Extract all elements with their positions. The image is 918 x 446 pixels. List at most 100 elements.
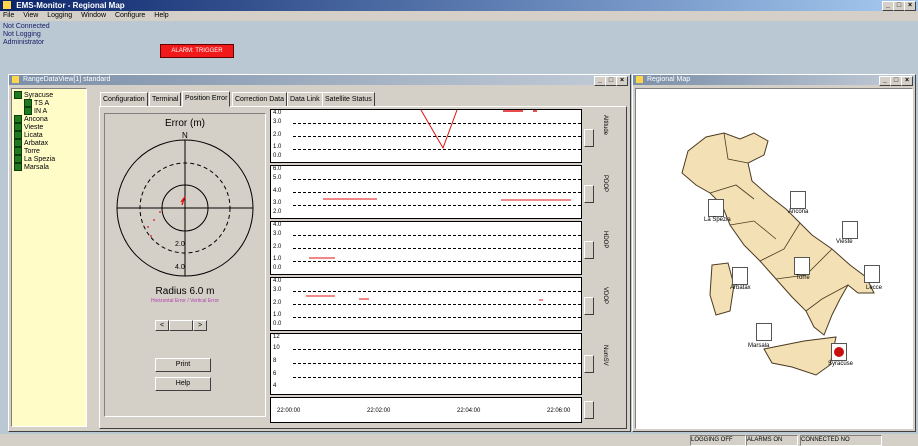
status-alarms: ALARMS ON	[746, 435, 798, 446]
altitude-scale-button[interactable]	[584, 129, 594, 147]
hdop-scale-button[interactable]	[584, 241, 594, 259]
map-close-button[interactable]: ×	[901, 76, 913, 86]
gridline	[293, 291, 581, 292]
tab-configuration[interactable]: Configuration	[100, 92, 148, 107]
italy-mainland	[681, 132, 875, 336]
gridline	[293, 136, 581, 137]
station-icon-marsala[interactable]	[756, 323, 772, 341]
polar-prev-button[interactable]: <	[155, 320, 169, 331]
status-connected: CONNECTED NO	[800, 435, 882, 446]
station-icon-lecce[interactable]	[864, 265, 880, 283]
city-label-ancona: Ancona	[788, 209, 809, 215]
numsv-side-label: NumSV	[602, 345, 608, 366]
tick-label: 3.0	[273, 231, 282, 237]
tick-label: 3.0	[273, 287, 282, 293]
menu-bar: File View Logging Window Configure Help	[0, 11, 918, 21]
connection-status: Not Connected Not Logging Administrator	[3, 23, 50, 47]
vdop-scale-button[interactable]	[584, 297, 594, 315]
user-role: Administrator	[3, 39, 45, 46]
menu-help[interactable]: Help	[154, 12, 169, 19]
tree-node-site[interactable]: Arbatax	[14, 139, 86, 147]
gridline	[293, 377, 581, 378]
station-icon	[14, 163, 22, 171]
station-icon-syracuse-alarm[interactable]	[831, 343, 847, 361]
numsv-scale-button[interactable]	[584, 355, 594, 373]
logging-state: Not Logging	[3, 31, 41, 38]
tab-terminal[interactable]: Terminal	[149, 92, 182, 107]
tree-node-child[interactable]: TS A	[14, 99, 86, 107]
map-title: Regional Map	[646, 76, 691, 83]
polar-radius-text: Radius 6.0 m	[155, 286, 215, 297]
station-icon-torre[interactable]	[794, 257, 810, 275]
tick-label: 5.0	[273, 175, 282, 181]
tree-node-site[interactable]: Licata	[14, 131, 86, 139]
print-button[interactable]: Print	[155, 358, 211, 372]
tree-label: Ancona	[24, 115, 48, 123]
tick-label: 4.0	[273, 278, 282, 284]
tree-node-site[interactable]: La Spezia	[14, 155, 86, 163]
tab-correction-data[interactable]: Correction Data	[232, 92, 288, 107]
rdv-close-button[interactable]: ×	[616, 76, 628, 86]
rdv-window-icon	[12, 76, 19, 83]
station-icon	[14, 123, 22, 131]
menu-file[interactable]: File	[3, 12, 15, 19]
map-titlebar: Regional Map _ □ ×	[633, 75, 915, 86]
tab-data-link[interactable]: Data Link	[287, 92, 323, 107]
polar-ring-label: 2.0	[175, 241, 185, 248]
tick-label: 10	[273, 345, 280, 351]
altitude-trace	[420, 110, 537, 150]
station-icon-ancona[interactable]	[790, 191, 806, 209]
help-button[interactable]: Help	[155, 377, 211, 391]
tick-label: 6.0	[273, 166, 282, 172]
tree-label: La Spezia	[24, 155, 56, 163]
tree-node-site[interactable]: Ancona	[14, 115, 86, 123]
pdop-scale-button[interactable]	[584, 185, 594, 203]
station-icon	[14, 115, 22, 123]
polar-north-label: N	[182, 131, 188, 140]
menu-view[interactable]: View	[23, 12, 39, 19]
time-scale-button[interactable]	[584, 401, 594, 419]
alarm-button[interactable]: ALARM: TRIGGER	[160, 44, 234, 58]
menu-configure[interactable]: Configure	[114, 12, 146, 19]
tick-label: 2.0	[273, 300, 282, 306]
tick-label: 2.0	[273, 244, 282, 250]
time-tick-label: 22:00:00	[277, 408, 301, 414]
station-icon-vieste[interactable]	[842, 221, 858, 239]
polar-title: Error (m)	[165, 118, 205, 129]
tick-label: 8	[273, 358, 277, 364]
tick-label: 1.0	[273, 312, 282, 318]
tree-node-site[interactable]: Torre	[14, 147, 86, 155]
gridline	[293, 235, 581, 236]
city-label-torre: Torre	[796, 275, 810, 281]
pdop-trace	[323, 198, 571, 201]
polar-next-button[interactable]: >	[193, 320, 207, 331]
rdv-titlebar: RangeDataView[1] standard _ □ ×	[9, 75, 630, 86]
menu-window[interactable]: Window	[81, 12, 107, 19]
city-label-syracuse: Syracuse	[828, 361, 854, 367]
time-axis: 22:00:00 22:02:00 22:04:00 22:06:00	[270, 397, 582, 423]
tab-position-error[interactable]: Position Error	[182, 91, 231, 107]
menu-logging[interactable]: Logging	[47, 12, 73, 19]
tree-node-child[interactable]: IN A	[14, 107, 86, 115]
station-icon	[14, 147, 22, 155]
station-icon-arbatax[interactable]	[732, 267, 748, 285]
polar-pause-button[interactable]	[169, 320, 193, 331]
time-tick-label: 22:04:00	[457, 408, 481, 414]
close-button[interactable]: ×	[904, 1, 916, 11]
station-icon	[14, 139, 22, 147]
gridline	[293, 179, 581, 180]
tree-node-root[interactable]: Syracuse	[14, 91, 86, 99]
tree-node-site[interactable]: Marsala	[14, 163, 86, 171]
polar-error-trace	[180, 195, 186, 206]
connection-state: Not Connected	[3, 23, 50, 30]
polar-error-point	[153, 219, 155, 221]
app-titlebar: EMS-Monitor - Regional Map _ □ ×	[0, 0, 918, 11]
tick-label: 4.0	[273, 110, 282, 116]
station-icon-la-spezia[interactable]	[708, 199, 724, 217]
tab-satellite-status[interactable]: Satellite Status	[322, 92, 375, 107]
gridline	[293, 304, 581, 305]
tree-label: Arbatax	[24, 139, 49, 147]
app-title: EMS-Monitor - Regional Map	[16, 1, 125, 10]
tree-node-site[interactable]: Vieste	[14, 123, 86, 131]
app-icon	[3, 1, 11, 9]
